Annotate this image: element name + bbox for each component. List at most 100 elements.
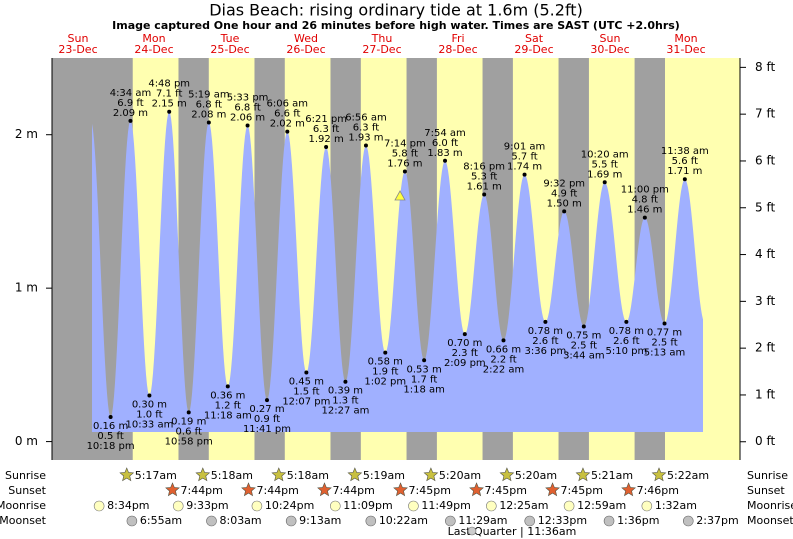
tide-point <box>264 398 269 403</box>
moonset-time: 8:03am <box>219 514 261 527</box>
tide-label: 0.77 m <box>647 327 682 338</box>
tide-point <box>642 215 647 220</box>
tide-point <box>501 338 506 343</box>
day-weekday: Thu <box>371 32 393 45</box>
tide-point <box>225 384 230 389</box>
tide-label: 4:48 pm <box>148 79 190 90</box>
moonset-icon <box>126 515 138 527</box>
row-label: Moonrise <box>0 499 46 512</box>
moonrise-icon <box>408 500 419 512</box>
tide-label: 6.6 ft <box>274 109 300 120</box>
row-label: Moonset <box>747 514 793 527</box>
moonrise-time: 11:49pm <box>421 499 470 512</box>
tide-label: 0.19 m <box>171 416 206 427</box>
sunrise-icon <box>195 467 211 482</box>
tide-label: 0.66 m <box>486 344 521 355</box>
sunset-time: 7:44pm <box>180 484 222 497</box>
moonset-time: 10:22am <box>379 514 428 527</box>
tide-point <box>682 177 687 182</box>
tide-label: 5.8 ft <box>392 149 418 160</box>
sunset-time: 7:45pm <box>409 484 451 497</box>
moonset-icon <box>285 515 297 527</box>
tide-label: 2.02 m <box>270 119 305 130</box>
day-weekday: Mon <box>142 32 165 45</box>
sunrise-time: 5:18am <box>211 469 253 482</box>
tide-point <box>206 120 211 125</box>
day-date: 27-Dec <box>362 43 401 56</box>
tide-label: 0.39 m <box>328 386 363 397</box>
y2-tick-label: 2 ft <box>755 341 775 355</box>
moonrise-icon <box>641 500 653 512</box>
sunrise-icon <box>271 467 287 482</box>
tide-label: 1.0 ft <box>136 410 162 421</box>
day-weekday: Mon <box>674 32 697 45</box>
day-weekday: Sun <box>600 32 621 45</box>
chart-subtitle: Image captured One hour and 26 minutes b… <box>112 19 680 32</box>
tide-label: 0.78 m <box>528 326 563 337</box>
y2-tick-label: 7 ft <box>755 107 775 121</box>
sunrise-time: 5:18am <box>287 469 329 482</box>
tide-label: 11:00 pm <box>621 185 669 196</box>
tide-label: 6.0 ft <box>432 138 458 149</box>
tide-label: 10:18 pm <box>87 441 135 452</box>
day-weekday: Tue <box>220 32 240 45</box>
tide-label: 0.78 m <box>609 326 644 337</box>
tide-point <box>602 180 607 185</box>
sunset-icon <box>393 482 408 497</box>
tide-label: 6.8 ft <box>196 99 222 110</box>
tide-point <box>662 321 667 326</box>
tide-label: 1:18 am <box>403 384 445 395</box>
tide-label: 11:38 am <box>661 146 709 157</box>
tide-label: 2.15 m <box>152 99 187 110</box>
tide-label: 4.9 ft <box>551 188 577 199</box>
day-weekday: Sat <box>525 32 544 45</box>
tide-point <box>343 379 348 384</box>
tide-point <box>285 129 290 134</box>
tide-label: 2:09 pm <box>444 358 486 369</box>
day-date: 30-Dec <box>590 43 629 56</box>
tide-label: 1.83 m <box>427 148 462 159</box>
sunrise-time: 5:17am <box>135 469 177 482</box>
tide-label: 1.92 m <box>309 134 344 145</box>
moonset-time: 9:13am <box>299 514 341 527</box>
sunset-icon <box>545 482 560 497</box>
moonrise-icon <box>486 500 497 512</box>
tide-label: 1.76 m <box>387 159 422 170</box>
tide-label: 5:19 am <box>188 89 230 100</box>
y-tick-label: 0 m <box>15 434 38 448</box>
tide-point <box>383 350 388 355</box>
tide-area <box>92 111 703 432</box>
tide-label: 3:36 pm <box>525 346 567 357</box>
y2-tick-label: 8 ft <box>755 60 775 74</box>
moonrise-time: 8:34pm <box>107 499 149 512</box>
tide-label: 10:58 pm <box>165 436 213 447</box>
tide-label: 1.74 m <box>507 162 542 173</box>
tide-point <box>108 415 113 420</box>
tide-label: 0.5 ft <box>97 431 123 442</box>
tide-point <box>245 123 250 128</box>
moonrise-time: 1:32am <box>655 499 697 512</box>
tide-label: 0.9 ft <box>254 414 280 425</box>
sunset-time: 7:46pm <box>637 484 679 497</box>
row-label: Moonset <box>0 514 47 527</box>
tide-label: 2.3 ft <box>452 348 478 359</box>
moonrise-time: 10:24pm <box>265 499 314 512</box>
tide-label: 1.50 m <box>547 198 582 209</box>
day-date: 26-Dec <box>286 43 325 56</box>
sunrise-time: 5:19am <box>363 469 405 482</box>
sunset-time: 7:45pm <box>561 484 603 497</box>
tide-label: 5:10 pm <box>605 346 647 357</box>
tide-label: 5.3 ft <box>471 172 497 183</box>
moonset-time: 12:33pm <box>538 514 587 527</box>
sunset-time: 7:44pm <box>256 484 298 497</box>
tide-label: 6.8 ft <box>234 103 260 114</box>
tide-label: 1.3 ft <box>332 396 358 407</box>
tide-point <box>482 192 487 197</box>
tide-label: 0.70 m <box>447 338 482 349</box>
sunrise-icon <box>575 467 591 482</box>
sunset-time: 7:44pm <box>332 484 374 497</box>
moonset-icon <box>445 515 456 527</box>
current-tide-marker <box>394 190 406 201</box>
tide-point <box>543 319 548 324</box>
